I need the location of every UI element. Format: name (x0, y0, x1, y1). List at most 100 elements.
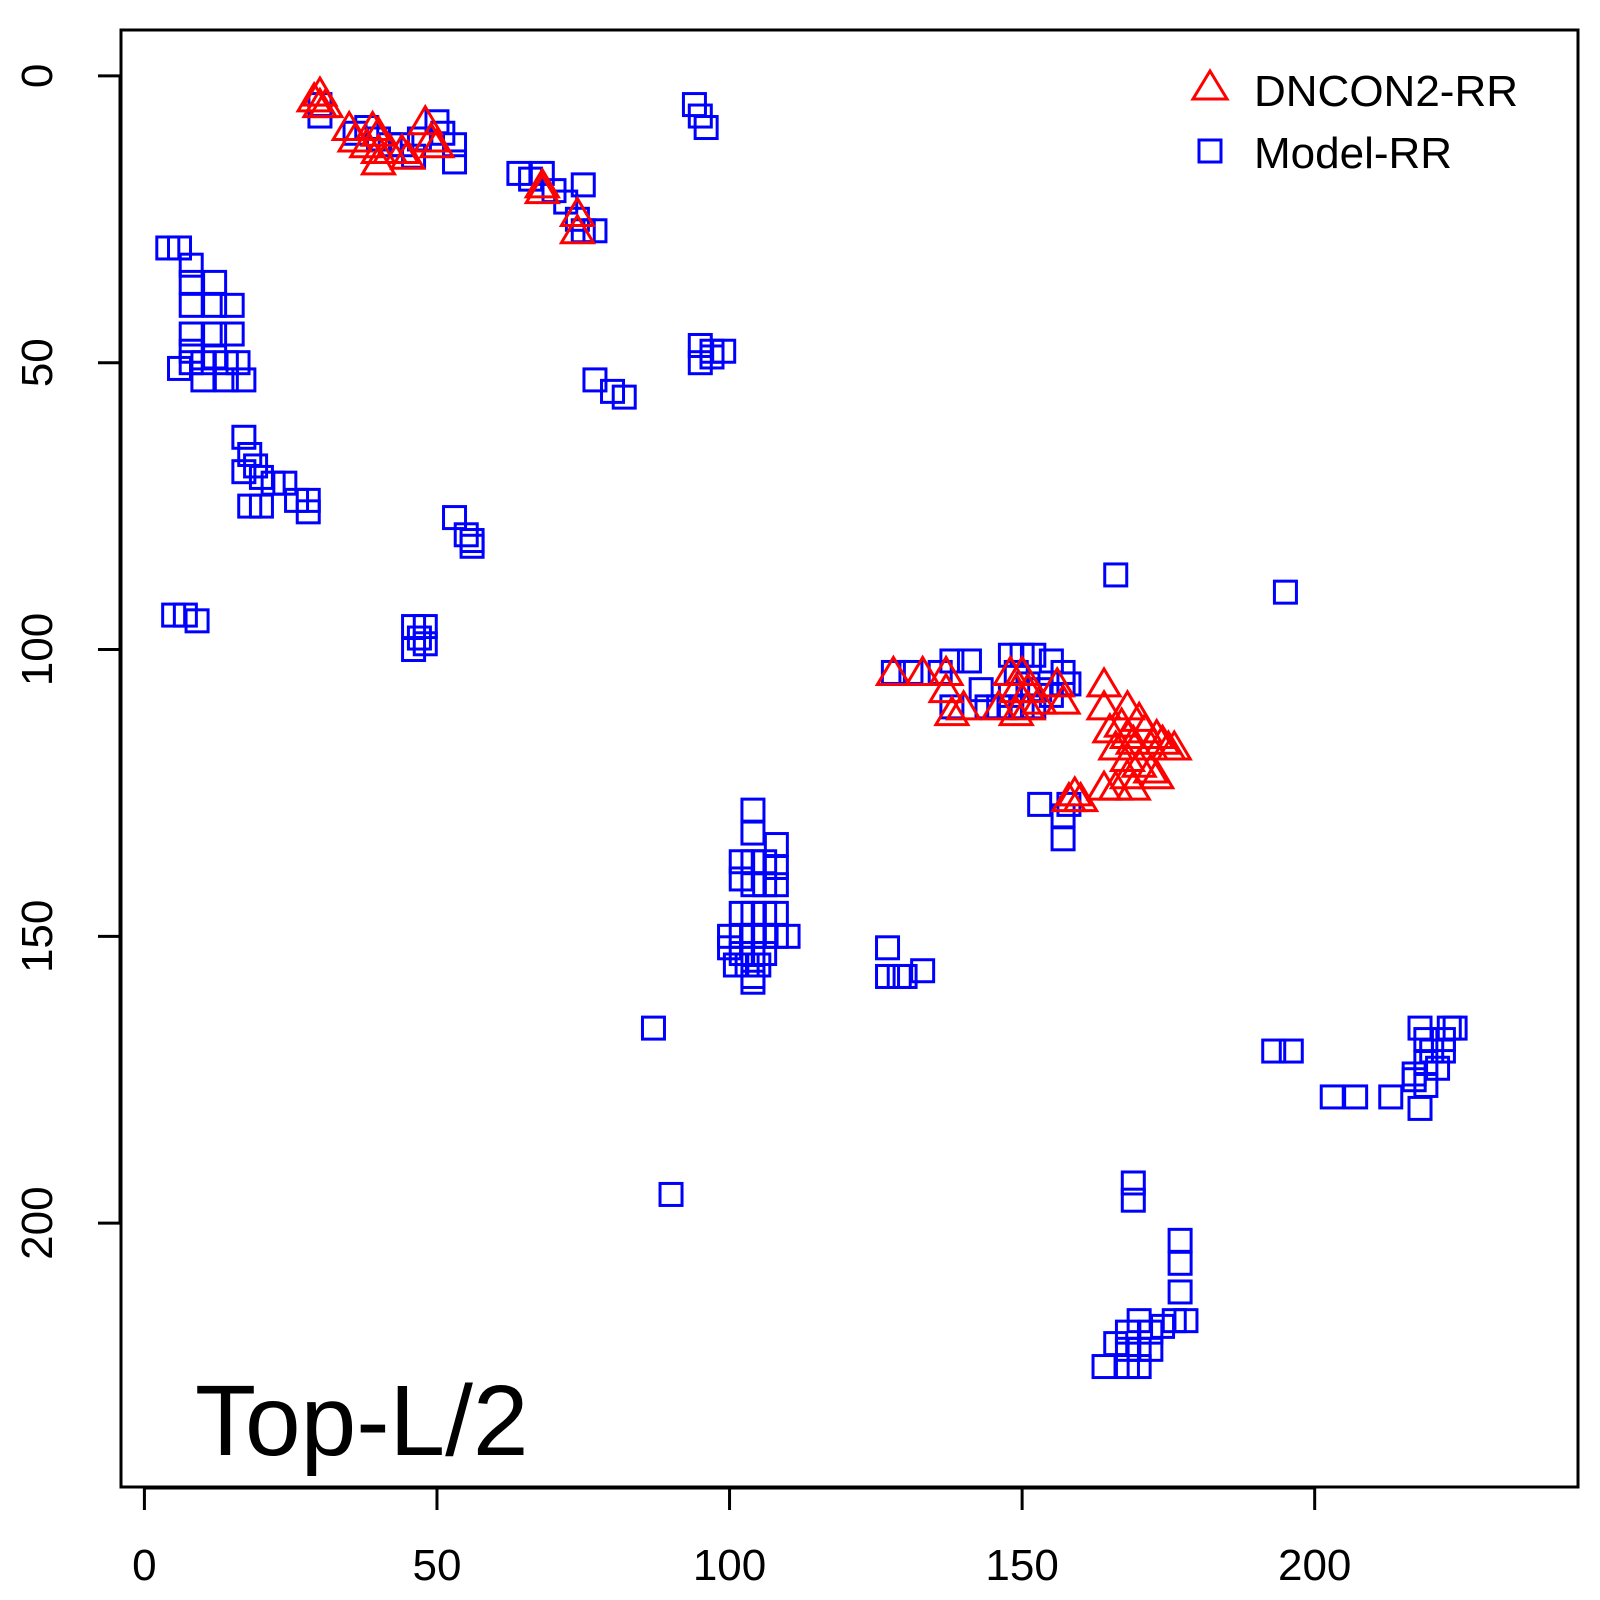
model-rr-point (892, 963, 918, 989)
dncon2-rr-point (980, 688, 1018, 721)
model-rr-point (1167, 1250, 1193, 1276)
model-rr-point (611, 384, 637, 410)
model-rr-point (1167, 1227, 1193, 1253)
model-rr-point (1343, 1084, 1369, 1110)
model-rr-point (693, 115, 719, 141)
model-rr-point (1407, 1095, 1433, 1121)
dncon2-rr-point (1009, 671, 1047, 704)
model-rr-point (1021, 642, 1047, 668)
dncon2-rr-point (523, 172, 561, 205)
dncon2-rr-point (1138, 717, 1176, 750)
model-rr-point (939, 648, 965, 674)
model-rr-point (763, 854, 789, 880)
dncon2-rr-point (927, 671, 965, 704)
dncon2-rr-point (933, 694, 971, 727)
model-rr-point (1120, 1170, 1146, 1196)
model-rr-point (740, 820, 766, 846)
dncon2-rr-point (1108, 717, 1147, 750)
model-rr-point (1319, 1084, 1345, 1110)
series-triangle (295, 75, 1193, 813)
dncon2-rr-point (383, 132, 421, 164)
model-rr-point (1161, 1308, 1187, 1334)
model-rr-point (1050, 826, 1076, 852)
model-rr-point (295, 499, 321, 525)
model-rr-point (1027, 791, 1053, 817)
y-tick-label: 0 (13, 64, 62, 88)
model-rr-point (910, 958, 936, 984)
data-marks (155, 75, 1468, 1380)
model-rr-point (1278, 1038, 1304, 1064)
model-rr-point (202, 269, 228, 295)
dncon2-rr-point (927, 654, 965, 686)
y-tick-label: 150 (13, 900, 62, 973)
dncon2-rr-point (1114, 723, 1152, 755)
dncon2-rr-point (418, 126, 456, 159)
dncon2-rr-point (412, 121, 450, 153)
model-rr-point (1407, 1015, 1433, 1041)
model-rr-point (582, 218, 608, 244)
legend-square-icon (1197, 138, 1223, 164)
model-rr-point (640, 1015, 666, 1041)
dncon2-rr-point (389, 138, 427, 170)
model-rr-point (1442, 1015, 1468, 1041)
dncon2-rr-point (1085, 665, 1123, 698)
model-rr-point (184, 608, 210, 634)
x-tick-label: 150 (985, 1541, 1058, 1590)
model-rr-point (740, 969, 766, 995)
y-tick-label: 50 (13, 338, 62, 387)
model-rr-point (740, 797, 766, 823)
model-rr-point (1091, 1354, 1117, 1380)
series-square (155, 92, 1468, 1380)
model-rr-point (1167, 1279, 1193, 1305)
y-tick-label: 200 (13, 1186, 62, 1259)
model-rr-point (1272, 579, 1298, 605)
model-rr-point (875, 935, 901, 961)
dncon2-rr-point (1056, 774, 1094, 807)
model-rr-point (248, 493, 274, 519)
dncon2-rr-point (1009, 688, 1047, 721)
model-rr-point (763, 872, 789, 898)
model-rr-point (956, 648, 982, 674)
annotation-label: Top-L/2 (195, 1365, 529, 1477)
legend-label-model: Model-RR (1254, 129, 1452, 178)
model-rr-point (219, 321, 245, 347)
dncon2-rr-point (558, 212, 597, 245)
dncon2-rr-point (1085, 688, 1123, 721)
model-rr-point (459, 533, 485, 559)
x-tick-label: 200 (1278, 1541, 1351, 1590)
dncon2-rr-point (1138, 757, 1176, 790)
model-rr-point (1126, 1354, 1152, 1380)
dncon2-rr-point (1021, 683, 1059, 715)
model-rr-point (1103, 562, 1129, 588)
model-rr-point (442, 149, 468, 175)
model-rr-point (459, 528, 485, 554)
dncon2-rr-point (558, 195, 597, 228)
model-rr-point (968, 677, 994, 703)
legend-triangle-icon (1190, 68, 1230, 101)
dncon2-rr-point (1085, 769, 1123, 801)
model-rr-point (178, 292, 204, 318)
model-rr-point (219, 292, 245, 318)
model-rr-point (412, 614, 438, 640)
model-rr-point (178, 252, 204, 278)
model-rr-point (213, 367, 239, 393)
x-tick-label: 0 (132, 1541, 156, 1590)
x-tick-label: 50 (412, 1541, 461, 1590)
dncon2-rr-point (1132, 752, 1170, 784)
model-rr-point (1120, 1187, 1146, 1213)
model-rr-point (1378, 1084, 1404, 1110)
model-rr-point (231, 424, 257, 450)
dncon2-rr-point (1097, 729, 1135, 761)
dncon2-rr-point (1061, 780, 1100, 813)
legend: DNCON2-RR Model-RR (1190, 67, 1518, 178)
dncon2-rr-point (523, 166, 561, 199)
dncon2-rr-point (874, 654, 913, 686)
legend-label-dncon2: DNCON2-RR (1254, 67, 1518, 116)
dncon2-rr-point (1155, 729, 1193, 761)
axes: 0 50 100 150 200 0 50 100 150 200 (13, 64, 1351, 1590)
model-rr-point (231, 367, 257, 393)
dncon2-rr-point (1044, 683, 1082, 715)
dncon2-rr-point (944, 688, 983, 721)
dncon2-rr-point (904, 654, 942, 686)
